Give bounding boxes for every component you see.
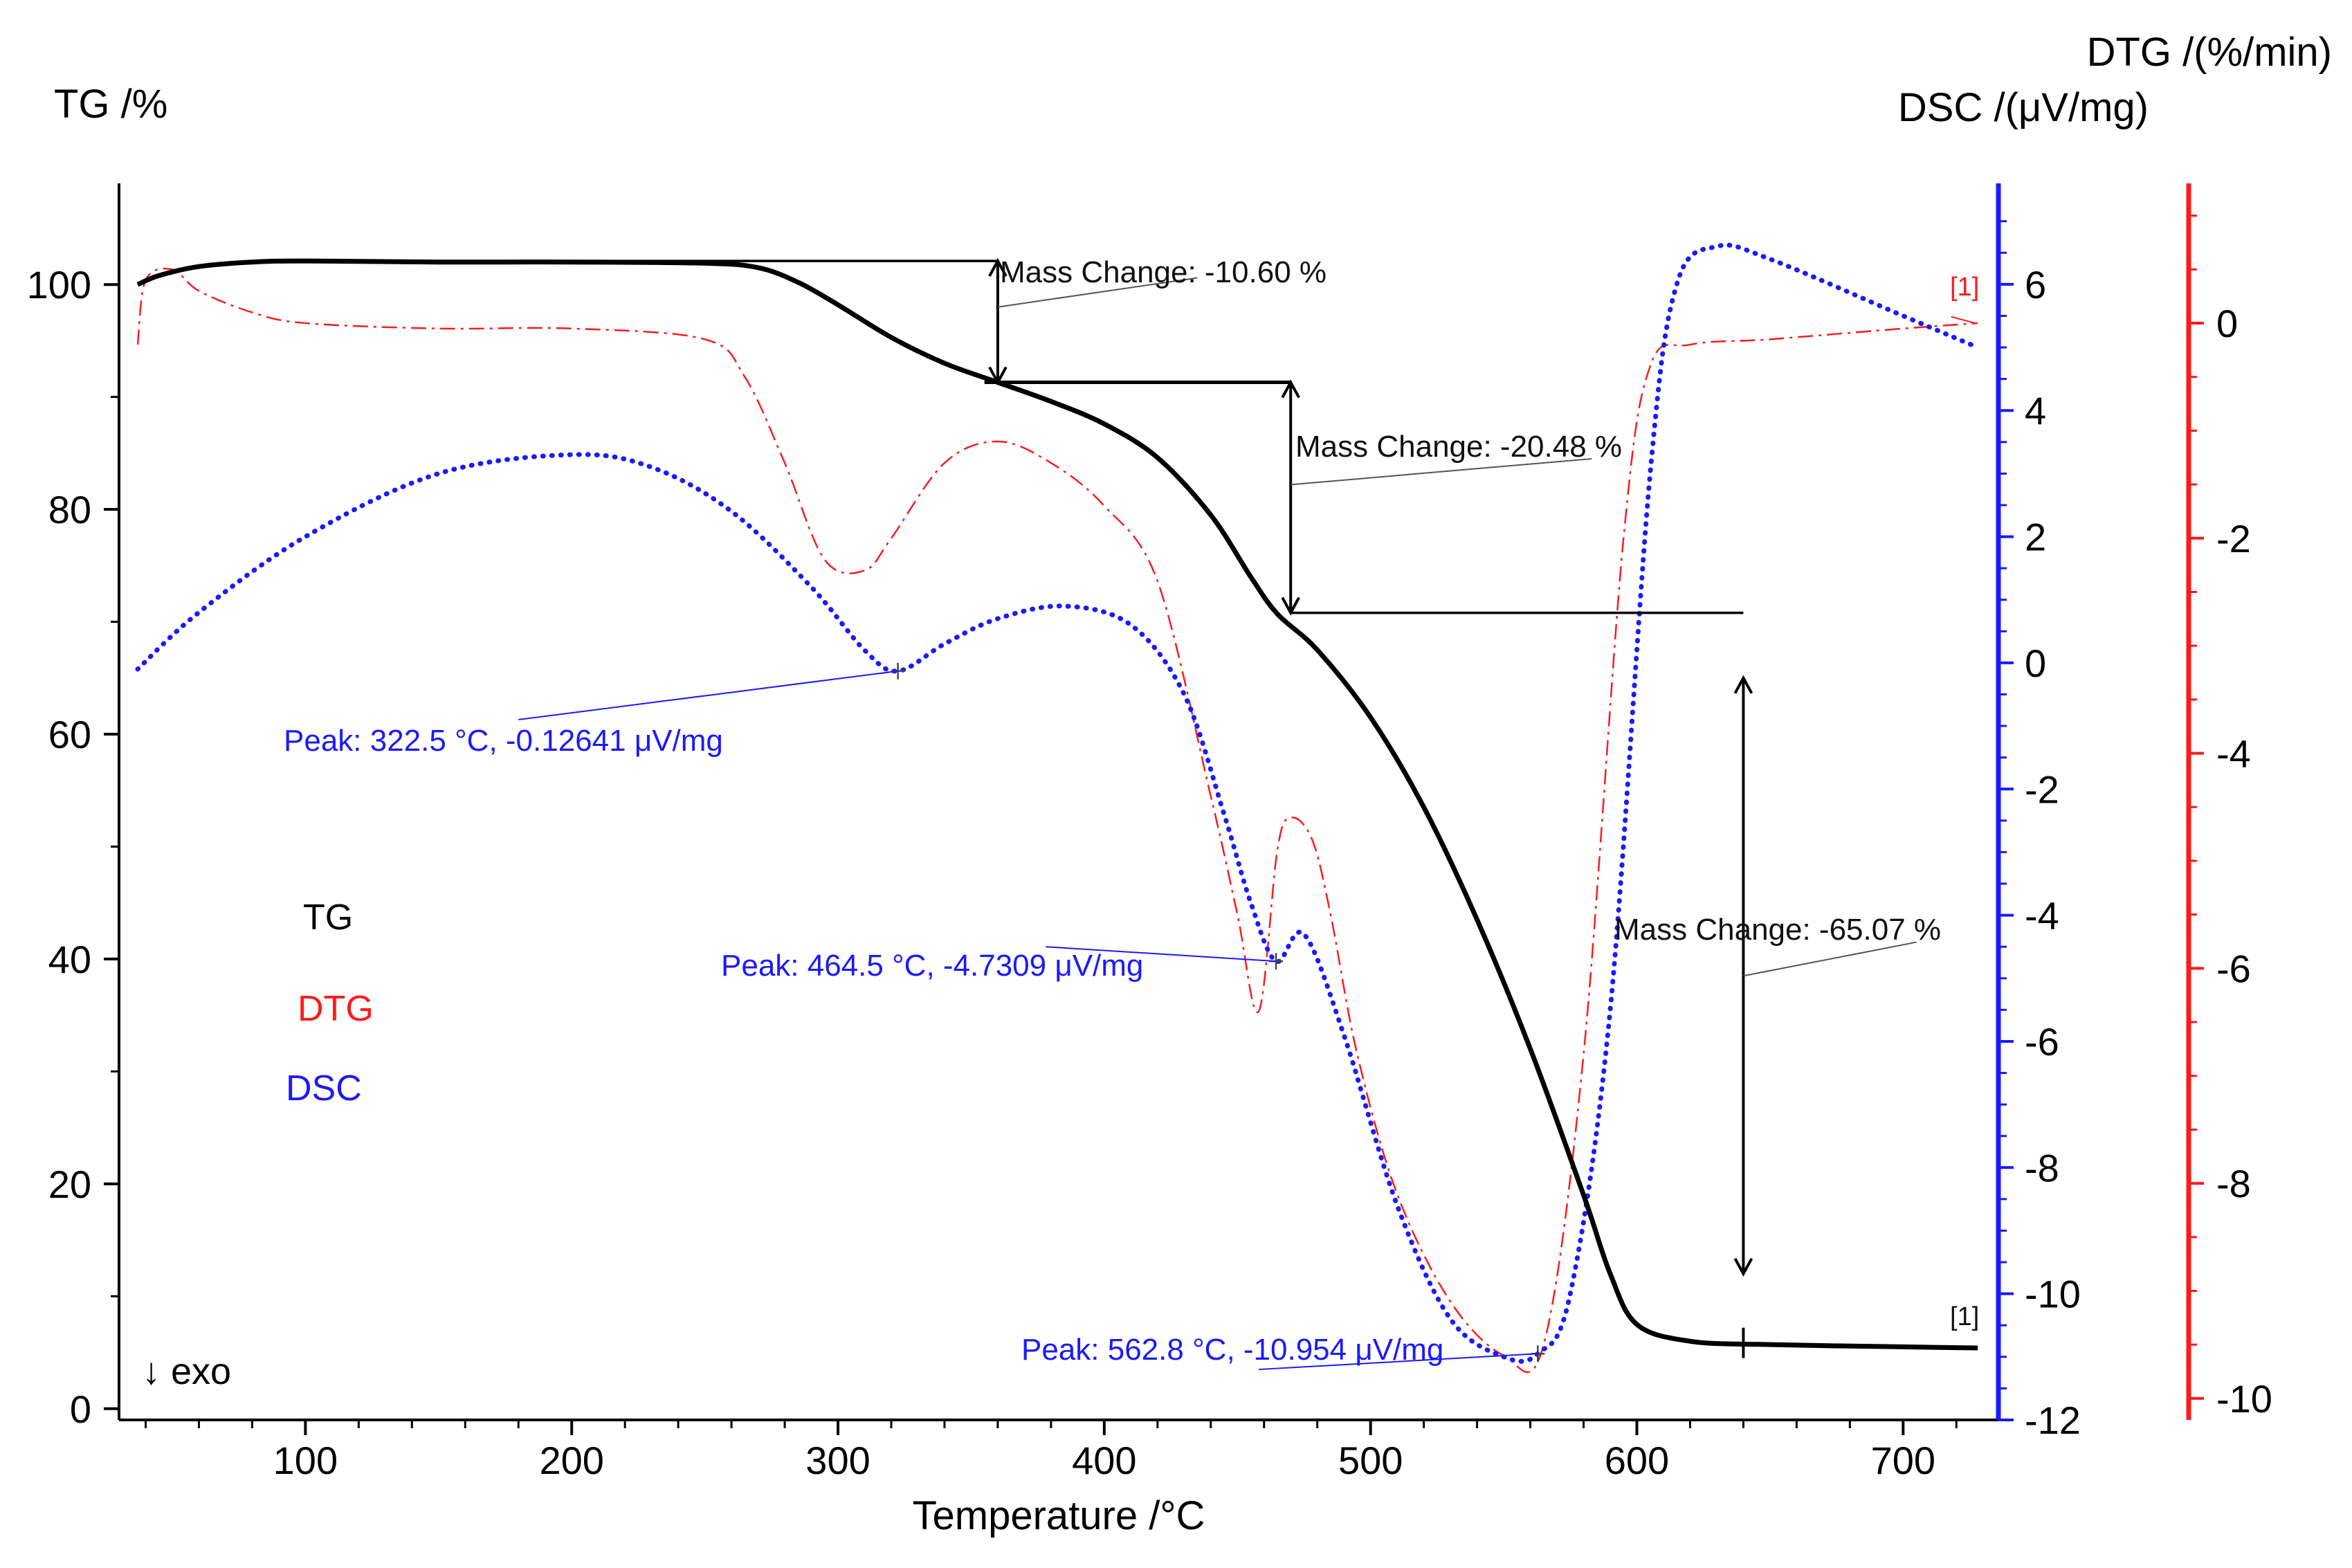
tg-tick-label: 60 — [48, 713, 91, 756]
axes-group: 100 200 300 400 500 600 700020406080100-12-10-… — [27, 183, 2272, 1482]
legend-dsc: DSC — [286, 1068, 362, 1109]
dtg-end-marker: [1] — [1950, 273, 1979, 302]
x-tick-label: 700 — [1871, 1439, 1935, 1482]
mass-change-arrow-2-head-top — [1281, 379, 1300, 399]
x-tick-label: 100 — [273, 1439, 338, 1482]
peak-label-3: Peak: 562.8 °C, -10.954 μV/mg — [1021, 1333, 1443, 1367]
mass-change-arrow-3-head-top — [1733, 675, 1753, 694]
dsc-tick-label: -4 — [2025, 894, 2059, 938]
series-line-dtg — [136, 267, 1978, 1374]
tg-axis-title: TG /% — [54, 82, 167, 127]
dsc-tick-label: 0 — [2025, 641, 2046, 685]
mass-change-label-2: Mass Change: -20.48 % — [1295, 430, 1622, 464]
tg-tick-label: 100 — [27, 263, 91, 307]
series-group — [135, 242, 1980, 1374]
mass-change-arrow-1-head-top — [988, 257, 1008, 277]
tg-end-marker: [1] — [1950, 1302, 1979, 1331]
dtg-tick-label: -8 — [2216, 1162, 2251, 1205]
tg-tick-label: 0 — [70, 1387, 91, 1431]
dsc-tick-label: -10 — [2025, 1273, 2081, 1316]
dtg-tick-label: -2 — [2216, 517, 2251, 560]
dsc-tick-label: 4 — [2025, 389, 2046, 432]
dtg-tick-label: -10 — [2216, 1377, 2272, 1421]
tg-tick-label: 80 — [48, 488, 91, 531]
dtg-tick-label: 0 — [2216, 302, 2238, 345]
x-tick-label: 600 — [1605, 1439, 1669, 1482]
x-axis-title: Temperature /°C — [913, 1493, 1205, 1538]
dsc-tick-label: -6 — [2025, 1020, 2059, 1064]
peak-leader-2 — [1046, 946, 1277, 963]
peak-leader-1 — [518, 670, 898, 720]
mass-change-label-1: Mass Change: -10.60 % — [1000, 255, 1327, 289]
x-tick-label: 200 — [539, 1439, 603, 1482]
tg-tick-label: 40 — [48, 938, 91, 981]
tg-tick-label: 20 — [48, 1163, 91, 1206]
dtg-tick-label: -4 — [2216, 732, 2251, 776]
mass-change-arrow-3-head-bottom — [1733, 1257, 1753, 1277]
dsc-tick-label: 2 — [2025, 516, 2046, 559]
mass-change-arrow-1-head-bottom — [988, 366, 1008, 385]
peak-label-2: Peak: 464.5 °C, -4.7309 μV/mg — [721, 949, 1143, 983]
mass-change-label-3: Mass Change: -65.07 % — [1614, 913, 1941, 947]
dtg-end-leader — [1951, 316, 1976, 324]
dtg-tick-label: -6 — [2216, 947, 2251, 990]
mass-change-leader-3 — [1743, 941, 1917, 977]
series-line-tg — [136, 258, 1978, 1351]
peak-leader-3 — [1258, 1353, 1538, 1371]
series-line-dsc — [135, 242, 1980, 1364]
mass-change-arrow-2-head-bottom — [1281, 596, 1300, 616]
dsc-tick-label: 6 — [2025, 263, 2046, 307]
mass-change-leader-2 — [1291, 458, 1592, 486]
legend-tg: TG — [303, 897, 353, 938]
exo-label: ↓ exo — [142, 1351, 231, 1392]
dsc-tick-label: -2 — [2025, 767, 2059, 811]
x-tick-label: 500 — [1338, 1439, 1403, 1482]
mass-change-leader-1 — [997, 277, 1198, 308]
dsc-axis-title: DSC /(μV/mg) — [1898, 85, 2149, 130]
peak-label-1: Peak: 322.5 °C, -0.12641 μV/mg — [284, 724, 723, 758]
dsc-tick-label: -8 — [2025, 1146, 2059, 1189]
x-tick-label: 400 — [1072, 1439, 1136, 1482]
dsc-tick-label: -12 — [2025, 1398, 2081, 1442]
annotations-group: Mass Change: -10.60 % Mass Change: -20.4… — [142, 255, 1979, 1392]
dtg-axis-title: DTG /(%/min) — [2087, 30, 2332, 75]
legend-dtg: DTG — [298, 989, 374, 1029]
x-tick-label: 300 — [805, 1439, 870, 1482]
